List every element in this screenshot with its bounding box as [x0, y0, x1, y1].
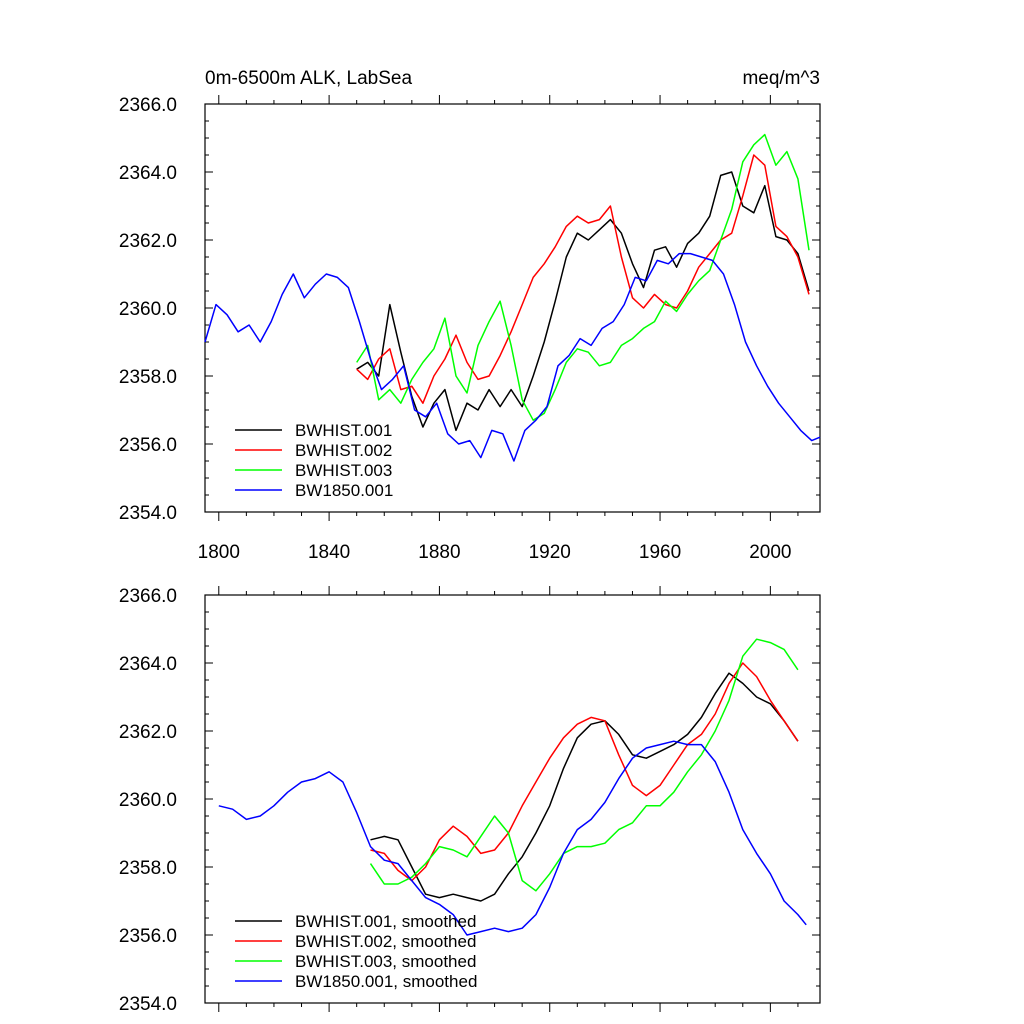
- y-tick-label: 2360.0: [119, 299, 177, 320]
- legend-label: BWHIST.003: [295, 461, 392, 480]
- series-line: [356, 154, 810, 404]
- chart-title: 0m-6500m ALK, LabSea: [205, 68, 412, 89]
- legend-label: BWHIST.003, smoothed: [295, 952, 476, 971]
- x-tick-label: 1880: [418, 542, 460, 563]
- top-panel: 2354.0 2356.0 2358.0 2360.0 2362.0 2364.0 2366…: [119, 95, 821, 563]
- y-tick-label: 2360.0: [119, 790, 177, 811]
- y-tick-label: 2354.0: [119, 503, 177, 524]
- series-line: [356, 171, 810, 432]
- x-tick-label: 1960: [639, 542, 681, 563]
- legend-label: BWHIST.001: [295, 421, 392, 440]
- units-label: meq/m^3: [742, 68, 820, 89]
- y-tick-label: 2362.0: [119, 722, 177, 743]
- x-tick-label: 2000: [749, 542, 791, 563]
- y-tick-label: 2364.0: [119, 163, 177, 184]
- series-line: [369, 638, 799, 892]
- y-tick-label: 2358.0: [119, 367, 177, 388]
- x-tick-label: 1840: [308, 542, 350, 563]
- series-line: [204, 252, 821, 462]
- x-tick-label: 1920: [529, 542, 571, 563]
- legend-label: BW1850.001, smoothed: [295, 972, 477, 991]
- legend-label: BWHIST.001, smoothed: [295, 912, 476, 931]
- series-line: [356, 133, 810, 421]
- legend-label: BWHIST.002, smoothed: [295, 932, 476, 951]
- y-tick-label: 2354.0: [119, 994, 177, 1015]
- series-line: [370, 662, 799, 882]
- series-line: [218, 740, 807, 936]
- y-tick-label: 2364.0: [119, 654, 177, 675]
- legend-label: BWHIST.002: [295, 441, 392, 460]
- y-tick-label: 2362.0: [119, 231, 177, 252]
- legend-label: BW1850.001: [295, 481, 393, 500]
- series-line: [370, 672, 799, 902]
- y-tick-label: 2358.0: [119, 858, 177, 879]
- bottom-panel: 2354.0 2356.0 2358.0 2360.0 2362.0 2364.0 2366…: [119, 586, 821, 1015]
- x-tick-label: 1800: [198, 542, 240, 563]
- y-tick-label: 2356.0: [119, 435, 177, 456]
- y-tick-label: 2356.0: [119, 926, 177, 947]
- y-tick-label: 2366.0: [119, 586, 177, 607]
- y-tick-label: 2366.0: [119, 95, 177, 116]
